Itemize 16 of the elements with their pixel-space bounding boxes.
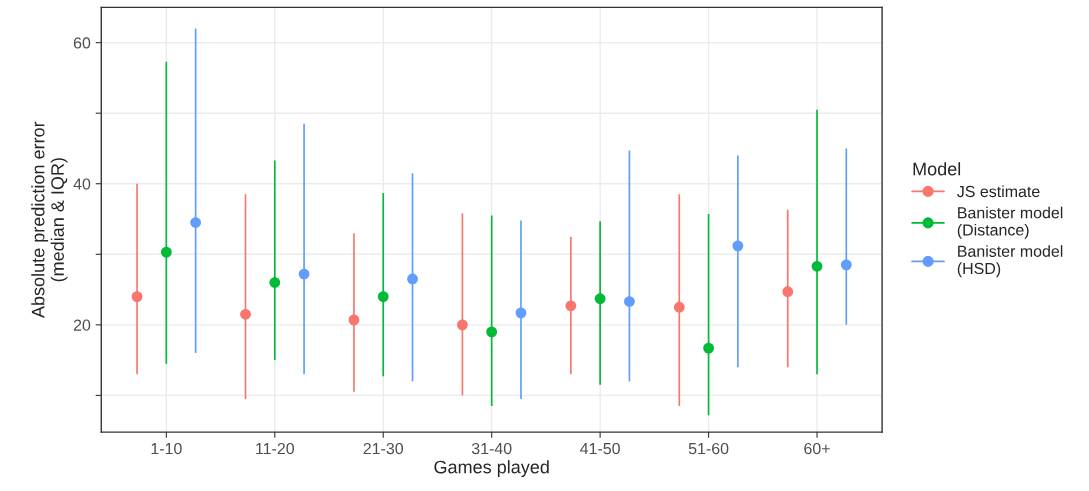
y-tick-label: 20 bbox=[73, 319, 91, 331]
x-tick-label: 41-50 bbox=[580, 442, 620, 455]
x-tick-label: 11-20 bbox=[256, 442, 294, 455]
y-tick-label: 60 bbox=[73, 37, 91, 49]
legend-label: Banister model (Distance) bbox=[957, 206, 1063, 239]
x-axis-title: Games played bbox=[434, 460, 549, 477]
legend-label: JS estimate bbox=[957, 185, 1040, 198]
legend-title: Model bbox=[913, 162, 961, 176]
x-tick-label: 31-40 bbox=[471, 442, 512, 455]
x-tick-label: 60+ bbox=[804, 442, 830, 455]
x-tick-label: 51-60 bbox=[688, 442, 729, 455]
x-tick-label: 1-10 bbox=[151, 442, 182, 455]
y-tick-label: 40 bbox=[73, 178, 91, 190]
y-axis-title: Absolute prediction error (median & IQR) bbox=[31, 121, 68, 319]
x-tick-label: 21-30 bbox=[363, 442, 404, 455]
legend-label: Banister model (HSD) bbox=[957, 245, 1063, 278]
